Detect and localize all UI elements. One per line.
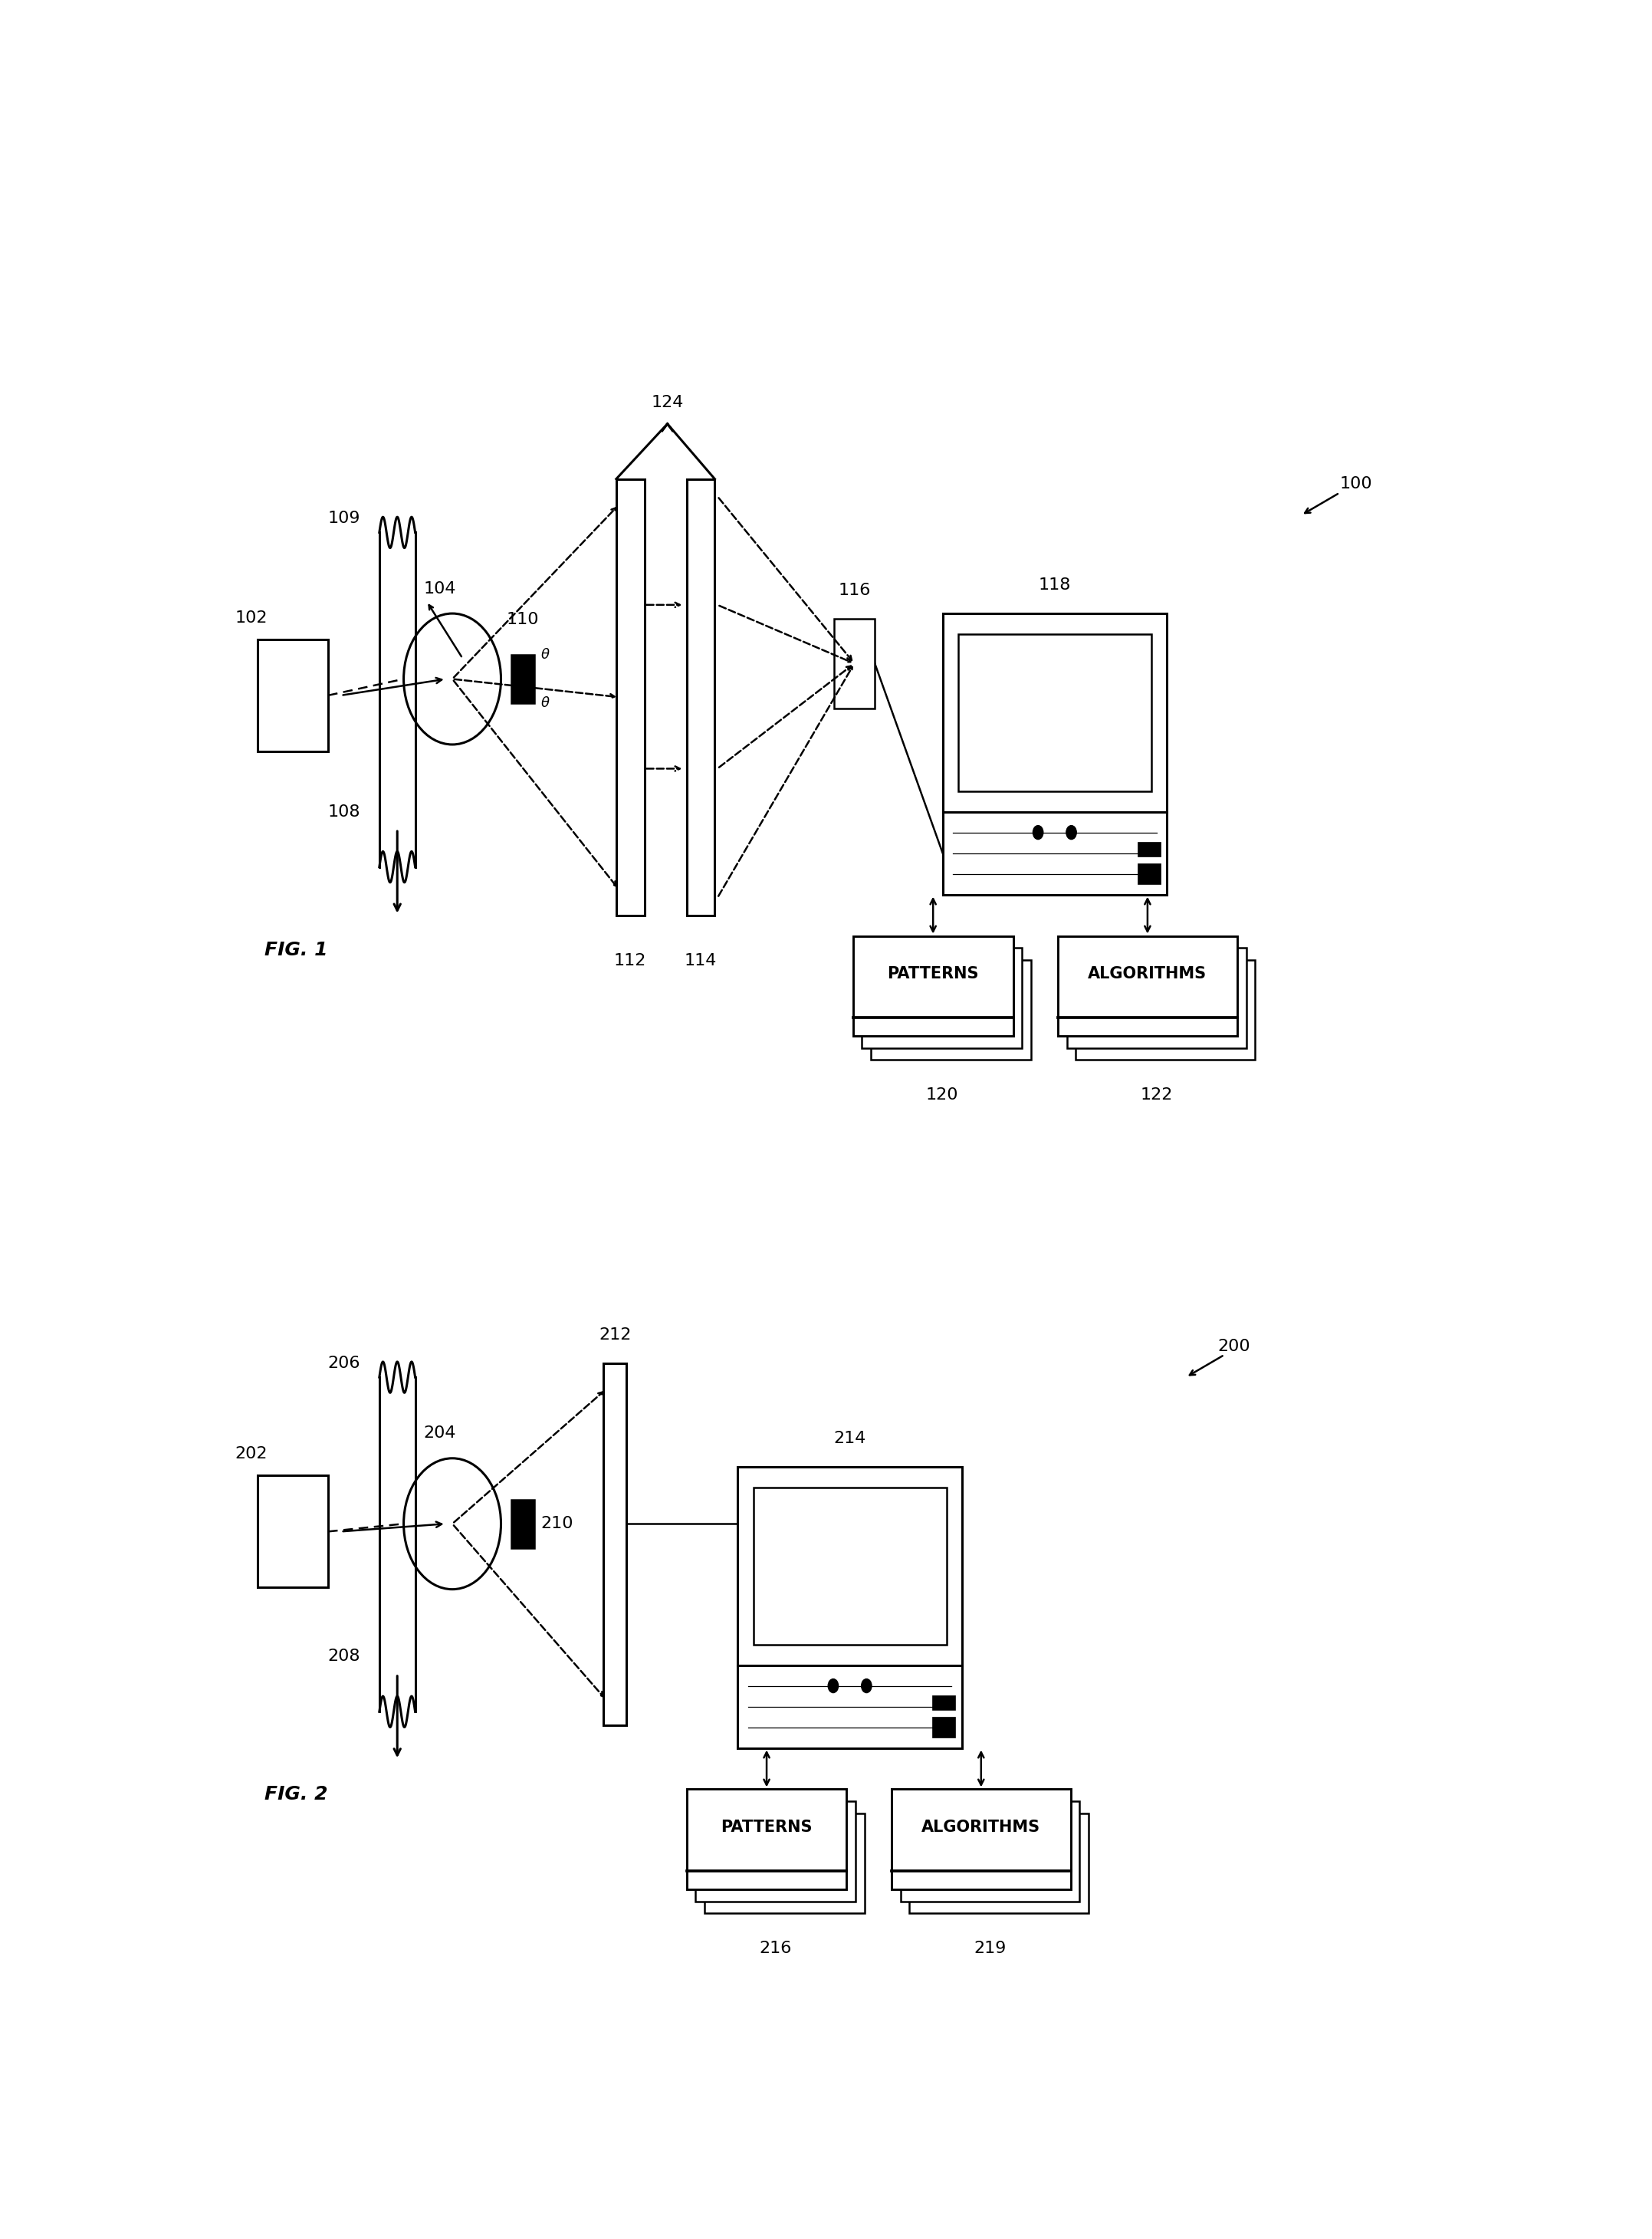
Bar — [862, 947, 1023, 1048]
Text: 208: 208 — [327, 1648, 360, 1664]
Bar — [738, 1666, 961, 1749]
Bar — [943, 813, 1166, 896]
Text: 200: 200 — [1218, 1339, 1251, 1355]
Text: 206: 206 — [327, 1357, 360, 1370]
Bar — [258, 640, 329, 752]
Text: 204: 204 — [423, 1426, 456, 1442]
Circle shape — [1066, 826, 1077, 840]
Circle shape — [828, 1679, 838, 1693]
Text: 104: 104 — [423, 580, 456, 596]
Text: 219: 219 — [973, 1941, 1006, 1957]
Bar — [834, 618, 876, 708]
Circle shape — [861, 1679, 872, 1693]
Text: 202: 202 — [235, 1446, 268, 1462]
Bar — [1137, 864, 1160, 884]
Text: 122: 122 — [1140, 1088, 1173, 1104]
Text: 114: 114 — [684, 954, 717, 969]
Bar — [1075, 961, 1256, 1059]
Text: 120: 120 — [925, 1088, 958, 1104]
Bar — [892, 1789, 1070, 1890]
Bar — [900, 1802, 1080, 1901]
Bar — [1067, 947, 1246, 1048]
Text: 214: 214 — [834, 1431, 866, 1446]
Text: 216: 216 — [760, 1941, 791, 1957]
Bar — [603, 1364, 626, 1726]
Bar — [943, 613, 1166, 813]
Bar — [510, 654, 534, 703]
Bar — [1057, 936, 1237, 1037]
Bar — [738, 1467, 961, 1666]
Bar — [704, 1814, 864, 1914]
Text: 102: 102 — [235, 611, 268, 625]
Text: ALGORITHMS: ALGORITHMS — [922, 1820, 1041, 1836]
Bar — [616, 479, 644, 916]
Text: 109: 109 — [327, 510, 360, 526]
Bar — [510, 1500, 534, 1547]
Text: 212: 212 — [598, 1328, 631, 1343]
Text: 108: 108 — [327, 804, 360, 819]
Text: 210: 210 — [540, 1516, 573, 1531]
Bar — [932, 1717, 955, 1737]
Text: FIG. 1: FIG. 1 — [264, 940, 327, 958]
Bar — [852, 936, 1013, 1037]
Text: 110: 110 — [507, 611, 539, 627]
Bar — [958, 634, 1151, 790]
Text: PATTERNS: PATTERNS — [887, 967, 980, 981]
Text: FIG. 2: FIG. 2 — [264, 1784, 327, 1805]
Bar — [687, 479, 715, 916]
Bar — [871, 961, 1031, 1059]
Text: PATTERNS: PATTERNS — [720, 1820, 813, 1836]
Text: 112: 112 — [615, 954, 646, 969]
Text: $\theta$: $\theta$ — [540, 696, 550, 710]
Bar — [909, 1814, 1089, 1914]
Text: 118: 118 — [1039, 578, 1070, 593]
Bar — [258, 1476, 329, 1587]
Circle shape — [1032, 826, 1042, 840]
Text: 116: 116 — [838, 582, 871, 598]
Bar — [1137, 842, 1160, 858]
Text: $\theta$: $\theta$ — [540, 647, 550, 663]
Text: ALGORITHMS: ALGORITHMS — [1089, 967, 1208, 981]
Bar — [932, 1695, 955, 1711]
Bar — [753, 1487, 947, 1643]
Text: 100: 100 — [1340, 477, 1373, 493]
Bar — [687, 1789, 846, 1890]
Text: 124: 124 — [651, 394, 684, 410]
Bar — [695, 1802, 856, 1901]
